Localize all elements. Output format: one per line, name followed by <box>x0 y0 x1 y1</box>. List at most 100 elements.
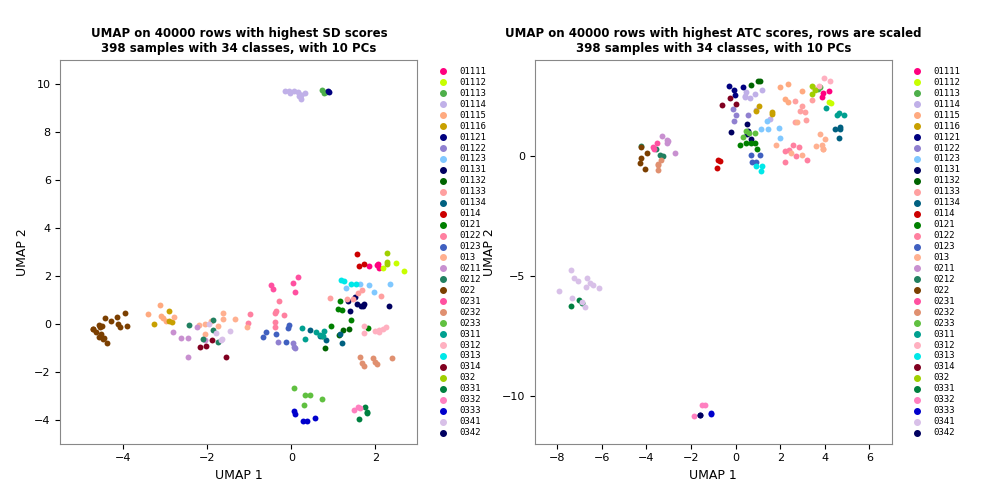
Point <box>351 262 367 270</box>
Point <box>361 281 377 289</box>
Point <box>119 323 135 331</box>
Point <box>295 416 311 424</box>
Point <box>352 404 368 412</box>
Point <box>660 137 676 145</box>
Point <box>285 279 301 287</box>
Point <box>350 289 366 297</box>
Point <box>227 315 243 323</box>
Text: 0114: 0114 <box>933 209 955 218</box>
Point <box>293 91 309 99</box>
Text: 01131: 01131 <box>933 165 961 174</box>
Text: 032: 032 <box>459 373 475 383</box>
Point <box>275 310 291 319</box>
Point <box>804 82 821 90</box>
Point <box>316 89 332 97</box>
Point <box>692 411 709 419</box>
Point <box>810 82 827 90</box>
Text: 0212: 0212 <box>933 275 955 284</box>
Point <box>743 135 759 143</box>
Point <box>86 325 102 333</box>
Point <box>780 80 796 88</box>
Point <box>578 283 594 291</box>
Point <box>574 298 590 306</box>
Point <box>332 330 348 338</box>
Point <box>739 120 755 128</box>
Point <box>205 326 221 334</box>
Point <box>354 359 370 367</box>
Point <box>750 77 766 85</box>
Point <box>266 323 282 331</box>
Point <box>821 87 837 95</box>
Point <box>289 273 305 281</box>
Point <box>396 267 412 275</box>
Point <box>748 107 764 115</box>
Point <box>343 306 359 314</box>
Point <box>379 258 395 266</box>
Text: 0314: 0314 <box>933 362 955 371</box>
Text: 0331: 0331 <box>459 384 481 393</box>
Point <box>798 116 814 124</box>
Point <box>822 98 838 106</box>
Point <box>331 331 347 339</box>
Point <box>381 301 397 309</box>
Point <box>836 110 852 118</box>
Point <box>94 330 110 338</box>
Point <box>585 281 601 289</box>
Text: 0233: 0233 <box>933 319 955 328</box>
Point <box>289 88 305 96</box>
Point <box>286 407 302 415</box>
Point <box>814 141 831 149</box>
Point <box>370 260 386 268</box>
Text: 0312: 0312 <box>459 341 481 350</box>
Point <box>739 130 755 138</box>
Point <box>153 311 169 320</box>
Point <box>654 132 670 140</box>
Point <box>722 94 738 102</box>
Text: 0333: 0333 <box>933 406 955 415</box>
Text: 0311: 0311 <box>933 330 955 339</box>
Point <box>371 264 387 272</box>
Point <box>749 145 765 153</box>
Point <box>639 149 655 157</box>
Point <box>811 131 828 139</box>
Point <box>649 139 665 147</box>
Point <box>732 141 748 149</box>
Y-axis label: UMAP 2: UMAP 2 <box>16 228 28 276</box>
Text: 0114: 0114 <box>459 209 481 218</box>
Point <box>738 88 754 96</box>
Text: 0123: 0123 <box>933 242 955 251</box>
Point <box>743 81 759 89</box>
Point <box>330 305 346 313</box>
Point <box>827 125 843 134</box>
Text: 0341: 0341 <box>933 417 955 426</box>
Point <box>566 274 583 282</box>
Point <box>208 329 224 337</box>
Point <box>94 322 110 330</box>
Point <box>814 89 831 97</box>
Point <box>692 411 709 419</box>
Point <box>752 78 768 86</box>
Text: 0231: 0231 <box>933 297 955 306</box>
Point <box>277 87 293 95</box>
Point <box>195 335 211 343</box>
Text: 013: 013 <box>459 253 475 262</box>
Point <box>550 286 566 294</box>
Point <box>218 353 234 361</box>
Point <box>740 127 756 135</box>
Point <box>812 83 829 91</box>
Point <box>339 295 355 303</box>
Point <box>312 332 329 340</box>
Point <box>787 97 803 105</box>
Point <box>783 149 799 157</box>
Point <box>356 322 372 330</box>
Text: 0232: 0232 <box>459 307 481 317</box>
Point <box>814 93 831 101</box>
Point <box>743 151 759 159</box>
Point <box>762 115 778 123</box>
Point <box>271 297 287 305</box>
Point <box>737 92 753 100</box>
Point <box>222 327 238 335</box>
Point <box>286 410 302 418</box>
Point <box>816 135 833 143</box>
Point <box>728 111 744 119</box>
